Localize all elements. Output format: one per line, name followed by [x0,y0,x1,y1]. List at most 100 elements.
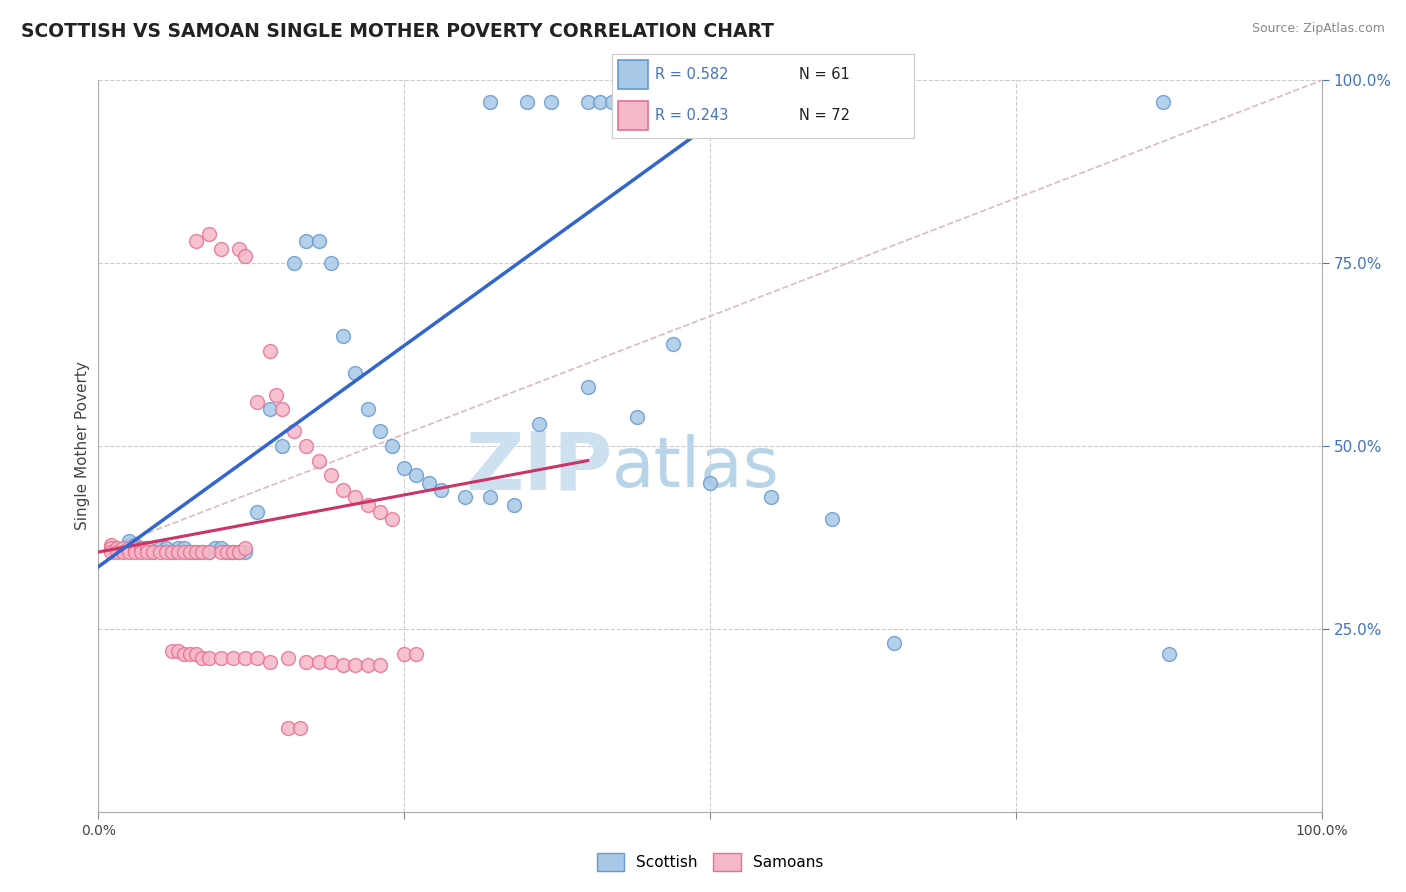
Point [233,545,256,559]
Point [167,545,190,559]
Point [228,545,250,559]
Point [478,95,501,110]
Point [129,545,152,559]
Point [454,490,477,504]
Point [246,505,269,519]
Point [540,95,562,110]
Point [136,545,159,559]
Point [277,721,299,735]
Point [167,644,190,658]
Point [179,648,201,662]
Point [368,505,391,519]
Point [392,461,416,475]
Point [283,425,305,439]
Point [699,475,721,490]
Point [344,366,367,380]
Point [515,95,537,110]
Point [129,541,152,556]
Point [613,95,636,110]
Point [100,541,122,556]
Point [1157,648,1180,662]
Point [149,541,172,556]
Point [191,651,214,665]
Point [173,541,195,556]
Text: Source: ZipAtlas.com: Source: ZipAtlas.com [1251,22,1385,36]
Point [430,483,453,497]
Point [209,545,232,559]
Point [246,395,269,409]
Point [191,545,214,559]
Point [478,490,501,504]
Point [136,541,159,556]
Point [136,541,159,556]
Point [124,538,146,552]
Point [308,655,330,669]
Text: ZIP: ZIP [465,429,612,507]
Point [270,402,294,417]
Point [186,545,208,559]
Point [503,498,526,512]
Point [356,658,378,673]
Point [589,95,612,110]
Point [118,545,141,559]
Point [215,545,238,559]
Point [124,541,146,556]
Point [883,636,905,650]
Point [228,545,250,559]
Point [129,541,152,556]
Point [186,545,208,559]
Point [308,453,330,467]
Text: N = 72: N = 72 [799,108,851,123]
Point [626,95,648,110]
Point [295,655,318,669]
Point [124,541,146,556]
Point [222,545,245,559]
Point [197,545,219,559]
Point [332,329,354,343]
Point [308,234,330,248]
Point [295,439,318,453]
Point [111,545,134,559]
Point [319,256,342,270]
Point [197,227,219,241]
Text: SCOTTISH VS SAMOAN SINGLE MOTHER POVERTY CORRELATION CHART: SCOTTISH VS SAMOAN SINGLE MOTHER POVERTY… [21,22,775,41]
Point [111,541,134,556]
Point [761,490,783,504]
Point [167,541,190,556]
Point [319,655,342,669]
Point [368,425,391,439]
Point [259,343,281,358]
Point [270,439,294,453]
Point [173,545,195,559]
Point [118,538,141,552]
Point [527,417,550,431]
Text: R = 0.582: R = 0.582 [655,67,728,82]
Point [160,545,183,559]
Point [105,541,128,556]
Point [392,648,416,662]
Point [118,534,141,549]
Text: R = 0.243: R = 0.243 [655,108,728,123]
Y-axis label: Single Mother Poverty: Single Mother Poverty [75,361,90,531]
Point [626,409,648,424]
Point [772,95,794,110]
Point [179,545,201,559]
Point [209,541,232,556]
Bar [617,61,648,89]
Point [215,545,238,559]
Legend: Scottish, Samoans: Scottish, Samoans [591,847,830,877]
Point [204,541,226,556]
Bar [617,101,648,130]
Point [209,651,232,665]
Point [344,658,367,673]
Point [118,541,141,556]
Point [197,545,219,559]
Point [418,475,440,490]
Point [576,380,599,394]
Point [173,648,195,662]
Point [100,545,122,559]
Point [160,644,183,658]
Point [600,95,623,110]
Point [179,545,201,559]
Point [356,498,378,512]
